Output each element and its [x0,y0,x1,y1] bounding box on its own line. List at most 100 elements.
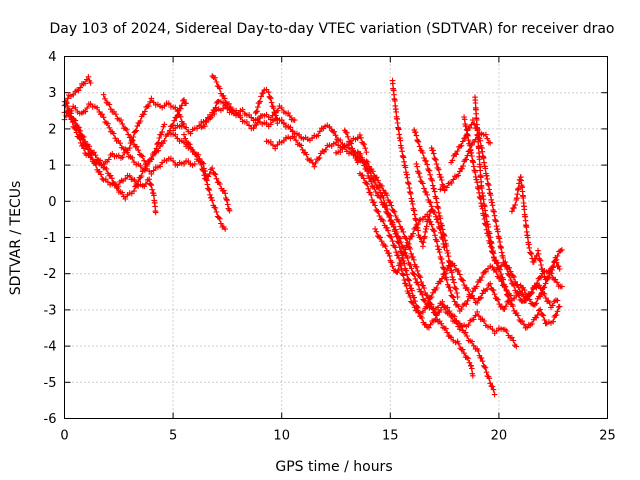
data-point [172,104,179,111]
data-point [222,226,228,232]
data-point [239,106,246,113]
data-point [449,269,455,276]
data-point [223,196,230,203]
data-point [113,181,119,188]
data-point [535,247,541,254]
data-point [413,161,420,167]
data-point [384,225,390,231]
data-point [372,202,378,209]
data-point [183,124,189,131]
data-point [93,162,99,168]
data-point [420,150,426,156]
data-point [147,181,154,188]
data-point [129,137,136,143]
data-point [443,243,450,249]
data-point [425,300,432,306]
data-point [450,176,457,183]
data-point [363,160,370,167]
data-point [491,391,498,398]
data-point [373,228,380,235]
data-point [555,304,562,310]
data-point [124,127,130,133]
data-point [200,168,207,174]
data-point [76,124,82,131]
data-point [456,144,462,150]
data-point [415,227,421,234]
series-arc [357,170,513,317]
data-point [87,154,94,161]
data-point [537,293,543,300]
data-point [371,176,377,183]
data-point [496,266,502,272]
data-point [460,277,466,284]
data-point [96,168,103,175]
data-point [410,271,417,277]
data-point [433,312,440,319]
data-point [141,157,147,164]
data-point [456,341,462,347]
data-point [103,176,109,182]
data-point [554,297,561,304]
x-tick-label: 25 [599,429,616,444]
data-point [523,224,530,230]
data-point [218,220,224,227]
data-point [212,205,219,211]
data-point [396,218,402,225]
data-point [402,164,409,171]
data-point [470,343,477,349]
data-point [388,234,395,240]
data-point [174,108,181,114]
data-point [431,228,438,234]
data-point [94,158,100,164]
y-tick-label: 3 [48,86,56,101]
data-point [384,192,390,198]
data-point [378,238,385,244]
data-point [549,302,556,309]
data-point [394,233,400,240]
data-point [434,216,441,223]
data-point [420,309,426,315]
data-point [410,300,417,306]
data-point [386,250,392,256]
data-point [522,297,528,304]
data-point [482,365,489,371]
data-point [383,202,390,209]
data-point [437,215,444,222]
data-point [483,268,489,275]
data-point [413,264,420,270]
data-point [435,219,441,225]
data-point [483,131,489,138]
data-point [85,146,91,153]
data-point [401,260,408,267]
data-point [453,286,459,292]
data-point [380,218,387,224]
data-point [554,253,561,259]
data-point [428,221,435,228]
data-point [450,276,457,283]
data-point [464,298,471,304]
data-point [82,108,89,115]
data-point [449,293,456,300]
data-point [368,192,374,198]
data-point [406,277,412,284]
data-point [497,266,503,273]
data-point [374,233,381,239]
series-arc [61,101,198,177]
data-point [212,171,219,178]
data-point [469,338,475,345]
data-point [87,80,94,86]
data-point [553,257,560,263]
data-point [131,188,137,194]
data-point [476,145,482,152]
data-point [201,172,207,179]
data-point [281,138,287,144]
data-point [391,209,398,215]
data-point [361,175,367,182]
data-point [486,375,493,382]
data-point [260,90,266,96]
data-point [421,155,427,161]
data-point [518,177,524,184]
data-point [537,306,543,313]
data-point [311,163,318,170]
series-arc [411,127,461,300]
